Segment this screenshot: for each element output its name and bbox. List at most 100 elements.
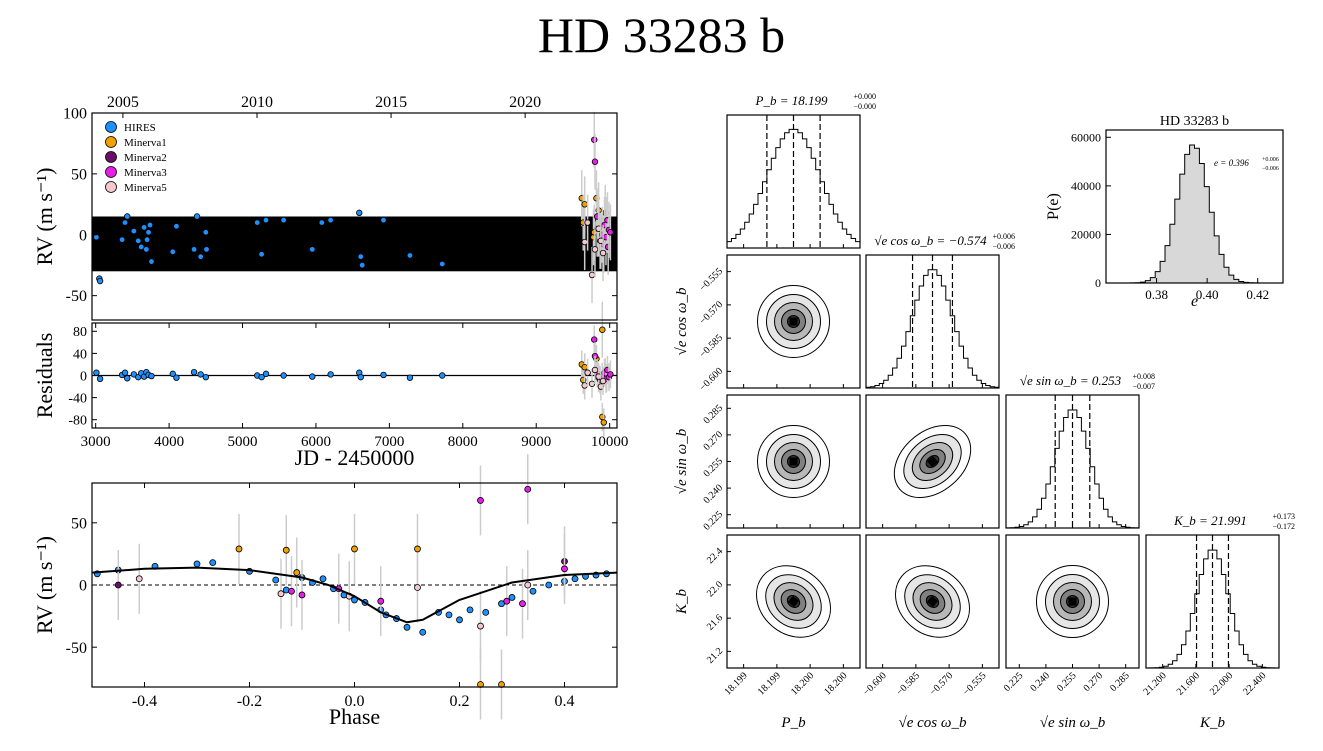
jd-xlabel: JD - 2450000 [295,445,415,470]
ecc-annotation-sup: +0.006 [1262,157,1279,163]
corner-x-tick-label: 22.400 [1241,670,1268,697]
data-point-hires [197,253,204,260]
ecc-title: HD 33283 b [1160,114,1229,129]
x-tick-label: 0.42 [1246,287,1269,302]
data-point-hires [169,248,176,256]
top-year-label: 2010 [241,94,273,111]
x-tick-label: 8000 [448,434,478,450]
model-band [92,216,617,272]
data-point-minerva3 [591,336,598,343]
corner-axes [1145,534,1280,669]
corner-y-tick-label: 22.4 [705,546,725,566]
marginal-title: √e cos ω_b = −0.574 [874,233,987,248]
corner-x-tick-label: −0.585 [894,670,922,698]
y-tick-label: 20000 [1071,228,1101,242]
data-point-hires [145,229,152,236]
data-point-hires [96,277,104,285]
x-tick-label: 0.0 [345,693,365,710]
density-contours [893,424,972,499]
corner-axes [865,534,1000,669]
data-point-minerva3 [524,485,532,493]
data-point-hires [262,370,270,378]
data-point-minerva1 [581,364,588,371]
data-point-hires [280,216,287,224]
data-point-hires [130,227,138,235]
y-tick-label: 0 [1095,276,1101,290]
marginal-title-sup: +0.008 [1133,372,1156,381]
marginal-title-sub: −0.000 [854,102,877,111]
data-point-minerva5 [591,366,599,374]
marginal-title-sup: +0.000 [854,92,877,101]
data-point-hires [137,243,145,251]
ecc-annotation: e = 0.396 [1214,158,1249,168]
data-point-hires [148,258,155,265]
density-contours [756,565,831,638]
data-point-hires [327,371,334,378]
data-point-hires [209,559,217,567]
residuals-panel: -80 -40 0 40 80 3000 4000 5000 6000 7000 8000 9000 1… [32,322,628,470]
density-peak [787,595,800,608]
x-tick-label: 0.38 [1145,287,1168,302]
data-point-hires [169,370,176,378]
corner-x-tick-label: 0.225 [1002,670,1026,694]
data-point-hires [203,246,210,253]
top-year-label: 2020 [509,94,541,111]
residuals-ylabel: Residuals [32,333,57,419]
density-peak [1068,597,1077,606]
data-point-hires [508,594,516,601]
marginal-title-sup: +0.006 [993,232,1016,241]
corner-x-tick-label: 0.285 [1108,670,1132,694]
data-point-minerva5 [584,369,591,376]
data-point-minerva5 [599,249,607,257]
data-point-hires [143,236,151,243]
x-tick-label: 9000 [521,434,551,450]
corner-x-tick-label: −0.570 [928,670,956,698]
corner-x-label: √e cos ω_b [899,715,967,731]
corner-x-tick-label: −0.600 [861,670,889,698]
marginal-title-sub: −0.172 [1273,522,1296,531]
data-point-minerva5 [581,238,588,246]
x-tick-label: 0.40 [1196,287,1219,302]
y-tick-label: 60000 [1071,130,1101,144]
data-point-minerva5 [581,382,588,389]
ecc-xlabel: e [1191,293,1198,310]
data-point-hires [445,611,453,619]
marginal-title-sub: −0.006 [993,242,1016,251]
data-point-hires [403,623,411,631]
phase-ylabel: RV (m s⁻¹) [32,536,57,634]
marginal-title: √e sin ω_b = 0.253 [1020,373,1122,388]
legend-marker [105,166,117,178]
y-tick-label: 40000 [1071,179,1101,193]
top-year-label: 2015 [375,94,407,111]
y-tick-label: -50 [66,640,87,657]
data-point-hires [309,373,316,380]
data-point-hires [140,224,148,231]
data-point-minerva1 [414,545,421,553]
data-point-hires [258,373,265,381]
data-point-hires [197,371,204,378]
figure-title: HD 33283 b [537,7,786,63]
corner-y-tick-label: 0.225 [701,509,725,533]
corner-y-label: √e sin ω_b [674,428,690,494]
density-contours [757,285,830,358]
corner-y-tick-label: 22.0 [705,579,725,599]
marginal-title: P_b = 18.199 [755,93,828,108]
data-point-minerva3 [298,591,306,599]
data-point-hires [146,221,154,229]
data-point-hires [193,213,201,220]
corner-y-label: √e cos ω_b [674,287,690,355]
data-point-minerva5 [277,590,285,598]
x-tick-label: 3000 [81,434,111,450]
density-peak [789,457,798,466]
ecc-ylabel: P(e) [1045,193,1062,220]
data-point-minerva5 [584,219,591,226]
data-point-hires [258,251,265,258]
data-point-minerva3 [607,371,614,378]
data-point-hires [124,375,131,382]
x-tick-label: 7000 [374,434,404,450]
data-point-hires [406,252,414,259]
data-point-minerva5 [588,380,596,387]
density-contours [895,565,970,638]
data-point-minerva3 [561,565,568,573]
data-point-minerva5 [591,246,599,253]
